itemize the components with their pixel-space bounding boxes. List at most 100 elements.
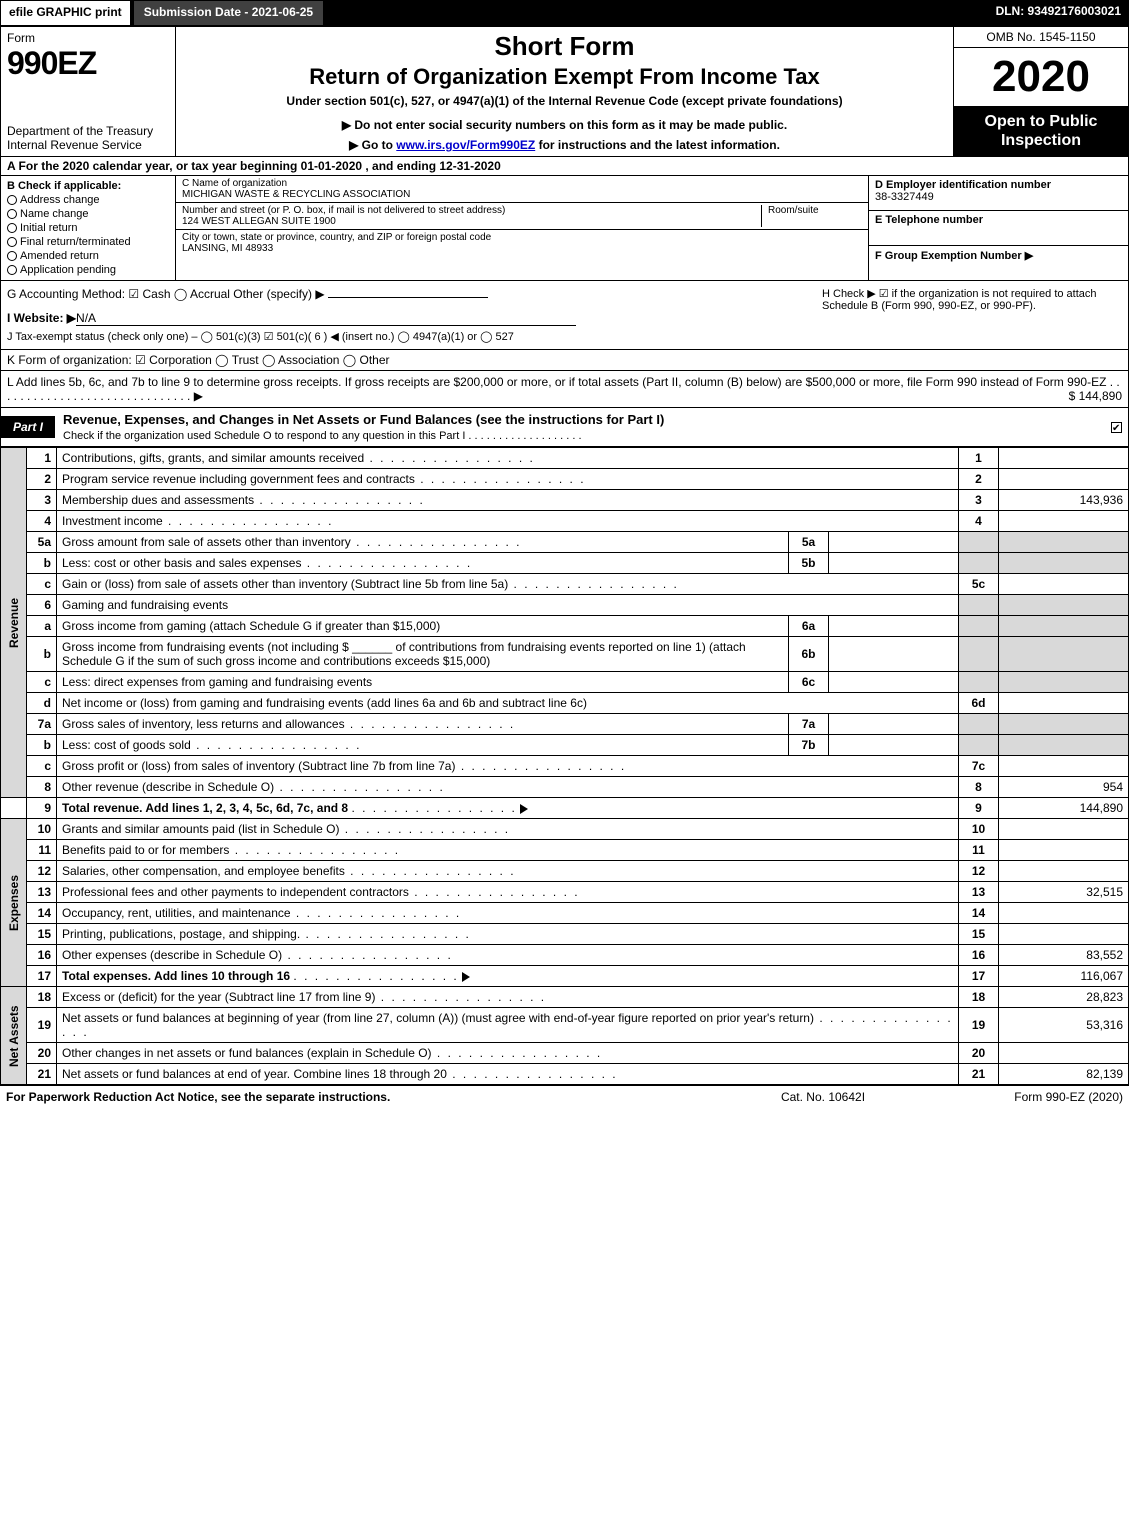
box-f-group: F Group Exemption Number ▶	[869, 246, 1128, 280]
line-20-amt	[999, 1043, 1129, 1064]
efile-print-button[interactable]: efile GRAPHIC print	[0, 0, 131, 26]
org-name-cell: C Name of organization MICHIGAN WASTE & …	[176, 176, 868, 203]
line-7b-num: b	[27, 735, 57, 756]
line-6a-sub-amt	[829, 616, 959, 637]
line-1-desc: Contributions, gifts, grants, and simila…	[57, 448, 959, 469]
line-6-num: 6	[27, 595, 57, 616]
line-6d-desc: Net income or (loss) from gaming and fun…	[57, 693, 959, 714]
line-7a-amt	[999, 714, 1129, 735]
line-21-num: 21	[27, 1064, 57, 1085]
line-9-amt: 144,890	[999, 798, 1129, 819]
box-b: B Check if applicable: Address change Na…	[1, 176, 176, 280]
d-label: D Employer identification number	[875, 179, 1122, 191]
irs-link[interactable]: www.irs.gov/Form990EZ	[396, 138, 535, 152]
row-l-gross-receipts: L Add lines 5b, 6c, and 7b to line 9 to …	[0, 371, 1129, 408]
opt-address-change[interactable]: Address change	[7, 194, 169, 206]
line-16-amt: 83,552	[999, 945, 1129, 966]
opt-name-change[interactable]: Name change	[7, 208, 169, 220]
department-label: Department of the Treasury Internal Reve…	[7, 124, 169, 152]
line-6b-num: b	[27, 637, 57, 672]
line-9-desc: Total revenue. Add lines 1, 2, 3, 4, 5c,…	[57, 798, 959, 819]
line-7b-desc: Less: cost of goods sold	[57, 735, 789, 756]
line-8-num: 8	[27, 777, 57, 798]
line-6a-num: a	[27, 616, 57, 637]
address-cell: Number and street (or P. O. box, if mail…	[176, 203, 868, 230]
l-text: L Add lines 5b, 6c, and 7b to line 9 to …	[7, 375, 1120, 403]
street-address: 124 WEST ALLEGAN SUITE 1900	[182, 216, 755, 227]
line-17-box: 17	[959, 966, 999, 987]
line-20-box: 20	[959, 1043, 999, 1064]
line-6d-amt	[999, 693, 1129, 714]
part-i-checkbox[interactable]	[1111, 420, 1128, 434]
line-1-amt	[999, 448, 1129, 469]
line-6c-num: c	[27, 672, 57, 693]
line-15-amt	[999, 924, 1129, 945]
line-11-box: 11	[959, 840, 999, 861]
addr-label: Number and street (or P. O. box, if mail…	[182, 205, 755, 216]
line-6-shade	[959, 595, 999, 616]
line-6-desc: Gaming and fundraising events	[57, 595, 959, 616]
line-5c-num: c	[27, 574, 57, 595]
opt-initial-return[interactable]: Initial return	[7, 222, 169, 234]
line-20-num: 20	[27, 1043, 57, 1064]
line-7c-num: c	[27, 756, 57, 777]
line-4-desc: Investment income	[57, 511, 959, 532]
i-website: I Website: ▶N/A	[7, 311, 822, 326]
short-form-title: Short Form	[184, 31, 945, 62]
line-3-num: 3	[27, 490, 57, 511]
line-17-amt: 116,067	[999, 966, 1129, 987]
line-6c-desc: Less: direct expenses from gaming and fu…	[57, 672, 789, 693]
line-5a-sub-amt	[829, 532, 959, 553]
line-7a-desc: Gross sales of inventory, less returns a…	[57, 714, 789, 735]
line-2-num: 2	[27, 469, 57, 490]
submission-date-label: Submission Date - 2021-06-25	[133, 0, 324, 26]
top-bar: efile GRAPHIC print Submission Date - 20…	[0, 0, 1129, 26]
row-k-organization: K Form of organization: ☑ Corporation ◯ …	[0, 350, 1129, 371]
line-5a-box: 5a	[789, 532, 829, 553]
opt-amended-return[interactable]: Amended return	[7, 250, 169, 262]
org-name: MICHIGAN WASTE & RECYCLING ASSOCIATION	[182, 189, 862, 200]
line-14-box: 14	[959, 903, 999, 924]
line-5c-box: 5c	[959, 574, 999, 595]
dept-treasury: Department of the Treasury	[7, 124, 169, 138]
expenses-section-label: Expenses	[1, 819, 27, 987]
line-3-box: 3	[959, 490, 999, 511]
line-10-desc: Grants and similar amounts paid (list in…	[57, 819, 959, 840]
line-1-num: 1	[27, 448, 57, 469]
line-16-num: 16	[27, 945, 57, 966]
line-6c-shade	[959, 672, 999, 693]
line-18-desc: Excess or (deficit) for the year (Subtra…	[57, 987, 959, 1008]
line-9-num: 9	[27, 798, 57, 819]
tax-year: 2020	[954, 48, 1128, 106]
revenue-spacer	[1, 798, 27, 819]
line-3-amt: 143,936	[999, 490, 1129, 511]
topbar-spacer	[324, 0, 987, 26]
part-i-title: Revenue, Expenses, and Changes in Net As…	[55, 408, 1111, 446]
opt-final-return[interactable]: Final return/terminated	[7, 236, 169, 248]
line-13-amt: 32,515	[999, 882, 1129, 903]
line-8-desc: Other revenue (describe in Schedule O)	[57, 777, 959, 798]
line-21-amt: 82,139	[999, 1064, 1129, 1085]
line-6c-sub-amt	[829, 672, 959, 693]
ein-value: 38-3327449	[875, 191, 1122, 203]
under-section: Under section 501(c), 527, or 4947(a)(1)…	[184, 94, 945, 108]
line-6a-shade	[959, 616, 999, 637]
e-label: E Telephone number	[875, 214, 1122, 226]
omb-number: OMB No. 1545-1150	[954, 27, 1128, 48]
header-right: OMB No. 1545-1150 2020 Open to Public In…	[953, 27, 1128, 156]
line-14-amt	[999, 903, 1129, 924]
line-6a-amt	[999, 616, 1129, 637]
opt-application-pending[interactable]: Application pending	[7, 264, 169, 276]
dln-label: DLN: 93492176003021	[988, 0, 1129, 26]
line-5b-num: b	[27, 553, 57, 574]
line-12-box: 12	[959, 861, 999, 882]
line-8-box: 8	[959, 777, 999, 798]
line-4-num: 4	[27, 511, 57, 532]
line-6b-desc: Gross income from fundraising events (no…	[57, 637, 789, 672]
box-b-label: B Check if applicable:	[7, 180, 169, 192]
line-19-desc: Net assets or fund balances at beginning…	[57, 1008, 959, 1043]
line-18-box: 18	[959, 987, 999, 1008]
line-9-box: 9	[959, 798, 999, 819]
form-footer-label: Form 990-EZ (2020)	[923, 1090, 1123, 1104]
line-7a-num: 7a	[27, 714, 57, 735]
